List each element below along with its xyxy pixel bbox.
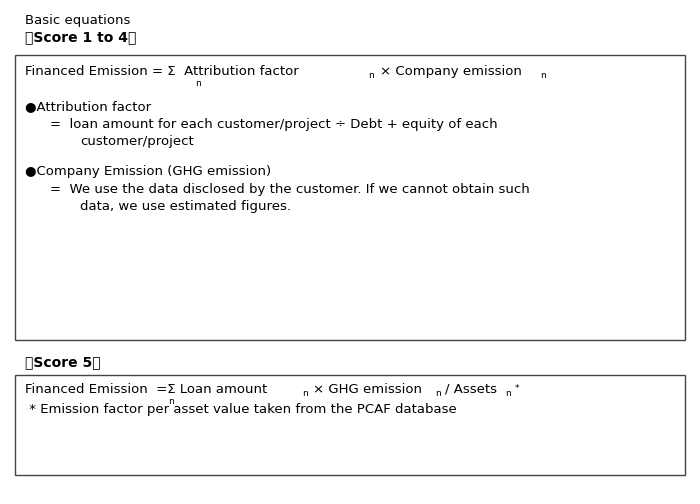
Text: n: n [368, 71, 374, 80]
Bar [15, 375, 685, 475]
Text: ●Attribution factor: ●Attribution factor [25, 100, 151, 113]
Text: n: n [435, 389, 441, 398]
Text: 【Score 1 to 4】: 【Score 1 to 4】 [25, 30, 136, 44]
Text: × GHG emission: × GHG emission [313, 383, 422, 396]
Bar [15, 55, 685, 340]
Text: * Emission factor per asset value taken from the PCAF database: * Emission factor per asset value taken … [25, 403, 456, 416]
Text: Financed Emission  =Σ Loan amount: Financed Emission =Σ Loan amount [25, 383, 267, 396]
Text: Financed Emission = Σ  Attribution factor: Financed Emission = Σ Attribution factor [25, 65, 299, 78]
Text: × Company emission: × Company emission [380, 65, 522, 78]
Text: =  loan amount for each customer/project ÷ Debt + equity of each: = loan amount for each customer/project … [50, 118, 498, 131]
Text: data, we use estimated figures.: data, we use estimated figures. [80, 200, 291, 213]
Text: n: n [505, 389, 511, 398]
Text: =  We use the data disclosed by the customer. If we cannot obtain such: = We use the data disclosed by the custo… [50, 183, 530, 196]
Text: *: * [515, 384, 519, 393]
Text: Basic equations: Basic equations [25, 14, 130, 27]
Text: 【Score 5】: 【Score 5】 [25, 355, 101, 369]
Text: ●Company Emission (GHG emission): ●Company Emission (GHG emission) [25, 165, 271, 178]
Text: n: n [195, 79, 201, 88]
Text: n: n [168, 397, 174, 406]
Text: n: n [302, 389, 308, 398]
Text: n: n [540, 71, 546, 80]
Text: / Assets: / Assets [445, 383, 497, 396]
Text: customer/project: customer/project [80, 135, 194, 148]
